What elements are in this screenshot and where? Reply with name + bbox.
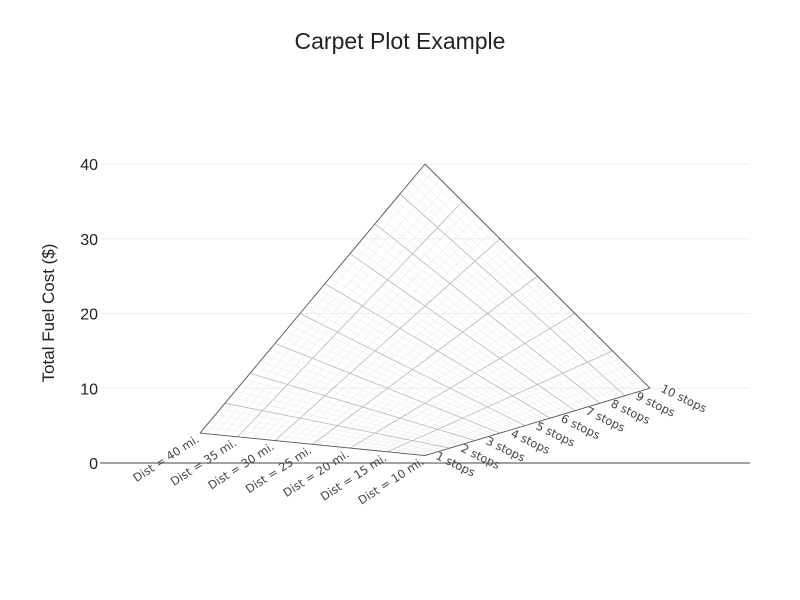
a-line bbox=[237, 201, 463, 438]
minor-gridline bbox=[304, 268, 531, 444]
b-line bbox=[299, 313, 526, 426]
minor-gridline bbox=[282, 245, 508, 442]
minor-gridline bbox=[372, 335, 598, 451]
a-line bbox=[274, 238, 501, 441]
b-line bbox=[249, 372, 476, 441]
minor-gridline bbox=[402, 365, 628, 454]
minor-gridline bbox=[244, 208, 471, 438]
y-tick-label: 10 bbox=[80, 381, 98, 398]
minor-gridline bbox=[289, 253, 516, 443]
a-line bbox=[312, 275, 538, 445]
minor-gridline bbox=[357, 320, 583, 450]
b-line bbox=[324, 283, 551, 419]
y-gridlines bbox=[100, 163, 750, 464]
minor-gridline bbox=[214, 178, 441, 435]
minor-gridline bbox=[394, 358, 621, 453]
a-line bbox=[349, 313, 576, 449]
minor-gridline bbox=[417, 380, 643, 456]
a-line bbox=[387, 350, 613, 453]
minor-gridline bbox=[252, 216, 478, 439]
y-axis-label: Total Fuel Cost ($) bbox=[39, 244, 58, 383]
y-tick-label: 20 bbox=[80, 307, 98, 324]
carpet-edges bbox=[199, 163, 651, 456]
a-line bbox=[424, 387, 651, 456]
minor-gridline bbox=[409, 373, 636, 455]
y-tick-label: 30 bbox=[80, 232, 98, 249]
a-axis-labels: Dist = 10 mi.Dist = 15 mi.Dist = 20 mi.D… bbox=[130, 432, 426, 507]
minor-gridline bbox=[379, 343, 606, 452]
minor-gridline bbox=[222, 186, 448, 436]
minor-gridline bbox=[342, 305, 568, 448]
b-line bbox=[274, 343, 501, 434]
y-tick-labels: 0 10 20 30 40 bbox=[80, 157, 98, 473]
carpet-major-grid bbox=[224, 193, 626, 453]
minor-gridline bbox=[334, 298, 561, 447]
chart-title: Carpet Plot Example bbox=[295, 28, 506, 54]
b-line bbox=[199, 432, 426, 456]
b-line bbox=[349, 253, 576, 412]
minor-gridline bbox=[319, 283, 546, 446]
y-tick-label: 40 bbox=[80, 157, 98, 174]
b-line bbox=[424, 163, 651, 389]
minor-gridline bbox=[259, 223, 486, 440]
minor-gridline bbox=[267, 231, 493, 441]
minor-gridline bbox=[207, 171, 433, 435]
a-line bbox=[199, 163, 426, 434]
b-line bbox=[224, 402, 451, 449]
minor-gridline bbox=[364, 328, 591, 450]
b-line bbox=[374, 223, 601, 404]
minor-gridline bbox=[327, 290, 553, 447]
y-tick-label: 0 bbox=[89, 456, 98, 473]
minor-gridline bbox=[297, 260, 523, 444]
minor-gridline bbox=[229, 193, 456, 437]
b-line bbox=[399, 193, 626, 397]
